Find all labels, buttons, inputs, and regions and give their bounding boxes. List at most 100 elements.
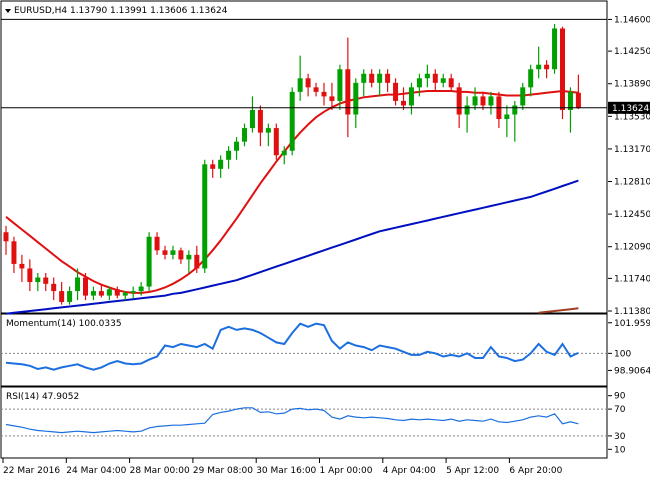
candle-body <box>281 150 287 156</box>
price-tick-label: 1.13530 <box>614 112 650 122</box>
candle-body <box>51 283 57 292</box>
candle-body <box>567 91 573 110</box>
candle-body <box>488 96 494 106</box>
candle-body <box>265 128 271 133</box>
momentum-line <box>5 322 579 371</box>
candle-body <box>27 268 33 283</box>
candle-body <box>194 254 200 269</box>
candle-body <box>560 28 565 110</box>
time-axis: 22 Mar 2016 24 Mar 04:00 28 Mar 00:00 29 Ma… <box>2 458 563 476</box>
candle-body <box>257 109 263 133</box>
time-tick-label: 28 Mar 00:00 <box>130 466 190 476</box>
candle-body <box>130 291 136 293</box>
candle-body <box>544 64 550 70</box>
candle-body <box>114 289 120 296</box>
candle-body <box>313 87 319 92</box>
candle-body <box>377 73 383 83</box>
time-tick-label: 4 Apr 04:00 <box>383 466 436 476</box>
candle-body <box>528 69 534 88</box>
candle-body <box>329 96 335 101</box>
price-tick-label: 1.13170 <box>614 145 650 155</box>
candle-body <box>432 73 438 83</box>
candle-body <box>234 141 240 151</box>
candle-body <box>353 82 359 115</box>
time-tick-label: 22 Mar 2016 <box>3 466 60 476</box>
candle-body <box>11 241 17 264</box>
candle-body <box>202 164 208 269</box>
price-lines: 1.13624 <box>1 18 650 114</box>
momentum-tick-label: 101.9595 <box>614 319 650 329</box>
candle-body <box>90 291 96 296</box>
candle-body <box>75 277 81 292</box>
candle-body <box>242 128 247 142</box>
rsi-tick-label: 70 <box>614 405 626 415</box>
price-tick-label: 1.11380 <box>614 307 650 317</box>
candle-body <box>345 69 351 115</box>
rsi-line <box>5 407 579 434</box>
price-tick-label: 1.14600 <box>614 15 650 25</box>
candle-body <box>106 289 112 296</box>
candle-body <box>456 87 462 115</box>
symbol-header: EURUSD,H4 1.13790 1.13991 1.13606 1.1362… <box>14 6 228 16</box>
candle-body <box>401 100 406 106</box>
candle-body <box>416 78 422 88</box>
rsi-tick-label: 90 <box>614 392 626 402</box>
candle-body <box>67 291 73 302</box>
candle-body <box>512 105 518 115</box>
candle-body <box>480 96 486 106</box>
time-tick-label: 30 Mar 16:00 <box>256 466 316 476</box>
candle-body <box>122 292 128 296</box>
candle-body <box>154 236 160 251</box>
candle-body <box>393 82 399 101</box>
candle-body <box>575 92 581 109</box>
indicator-lines <box>1 322 607 437</box>
collapse-arrow-icon[interactable] <box>5 9 11 13</box>
time-tick-label: 29 Mar 08:00 <box>193 466 253 476</box>
momentum-tick-label: 100 <box>614 349 631 359</box>
ma-brown-line <box>538 307 579 314</box>
momentum-axis: 101.9595 100 98.9064 <box>608 319 650 376</box>
momentum-label: Momentum(14) 100.0335 <box>6 319 122 329</box>
candle-body <box>146 236 152 287</box>
candle-body <box>321 91 327 97</box>
candle-body <box>226 150 232 160</box>
candles <box>3 23 581 305</box>
candle-body <box>162 250 168 255</box>
candle-body <box>504 114 510 120</box>
candle-body <box>385 73 391 83</box>
time-tick-label: 5 Apr 12:00 <box>446 466 499 476</box>
candle-body <box>273 128 279 156</box>
price-panel-frame <box>0 0 608 314</box>
rsi-tick-label: 10 <box>614 445 626 455</box>
candle-body <box>408 87 414 106</box>
price-tick-label: 1.13890 <box>614 80 650 90</box>
price-tick-label: 1.14250 <box>614 47 650 57</box>
candle-body <box>83 277 88 296</box>
price-tick-label: 1.12090 <box>614 243 650 253</box>
candle-body <box>138 286 144 292</box>
candle-body <box>464 105 470 115</box>
ma-blue-line <box>5 179 579 315</box>
candle-body <box>536 64 542 70</box>
rsi-label: RSI(14) 47.9052 <box>6 392 79 402</box>
candle-body <box>305 78 311 88</box>
candle-body <box>3 232 9 242</box>
candle-body <box>337 69 343 101</box>
candle-body <box>249 109 255 129</box>
candle-body <box>424 73 430 79</box>
momentum-tick-label: 98.9064 <box>614 366 650 376</box>
candle-body <box>218 159 224 169</box>
candle-body <box>448 78 454 88</box>
current-price-label: 1.13624 <box>612 104 649 114</box>
candle-body <box>361 73 367 83</box>
candle-body <box>440 78 446 83</box>
rsi-tick-label: 30 <box>614 432 626 442</box>
candle-body <box>520 87 526 106</box>
candle-body <box>186 254 192 260</box>
candle-body <box>210 164 216 169</box>
price-tick-label: 1.11740 <box>614 274 650 284</box>
candle-body <box>289 91 295 151</box>
candle-body <box>98 291 104 296</box>
